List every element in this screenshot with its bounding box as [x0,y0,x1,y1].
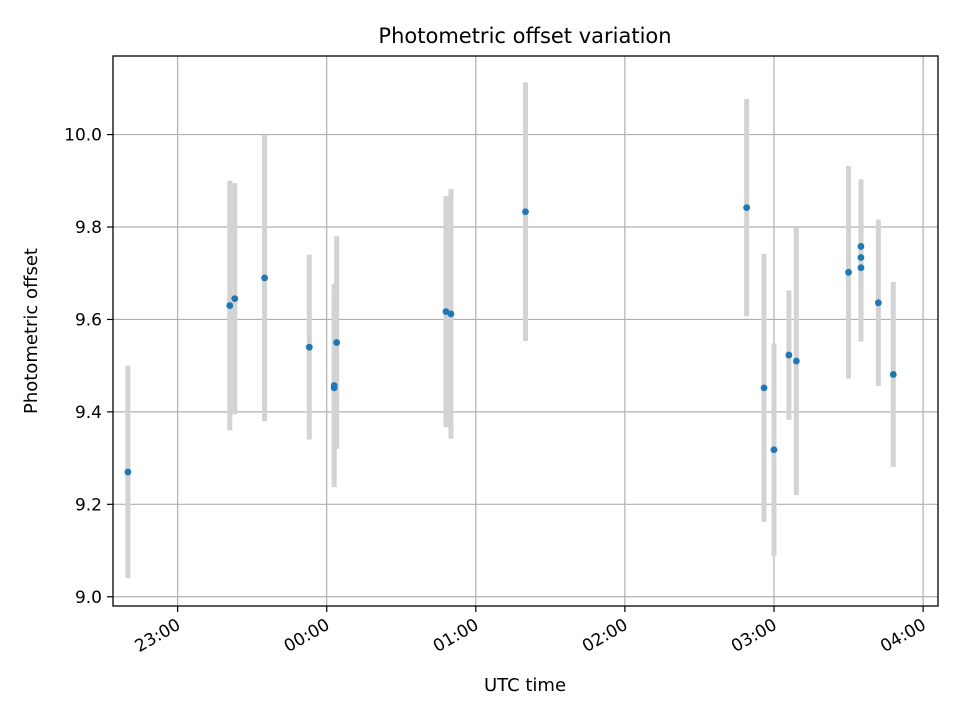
plot-area-frame [112,55,939,607]
data-point [845,268,852,276]
y-tick-label: 9.8 [75,218,102,238]
data-point [857,254,865,261]
data-point [874,299,882,307]
y-tick-label: 9.6 [75,310,102,330]
data-point [760,384,768,392]
chart-title: Photometric offset variation [378,24,671,48]
y-tick-label: 9.4 [75,403,102,423]
y-tick-label: 9.0 [75,588,102,608]
data-point [792,357,800,365]
y-axis-title: Photometric offset [21,248,42,414]
data-points [124,204,897,476]
data-point [447,310,455,318]
x-axis-title: UTC time [484,675,566,696]
data-point [770,446,778,454]
data-point [889,371,897,378]
data-point [522,208,529,216]
data-point [785,351,793,359]
data-point [231,295,239,303]
data-point [857,243,865,250]
y-tick-label: 9.2 [75,495,102,515]
data-point [226,302,234,309]
data-point [124,468,132,476]
y-axis: 9.0 9.2 9.4 9.6 9.8 10.0 [64,126,113,608]
data-point [305,343,313,351]
data-point [333,339,341,346]
y-tick-label: 10.0 [64,126,102,146]
data-point [857,264,865,272]
data-point [330,382,338,389]
data-point [261,274,268,282]
data-point [743,204,751,211]
grid [113,56,938,606]
